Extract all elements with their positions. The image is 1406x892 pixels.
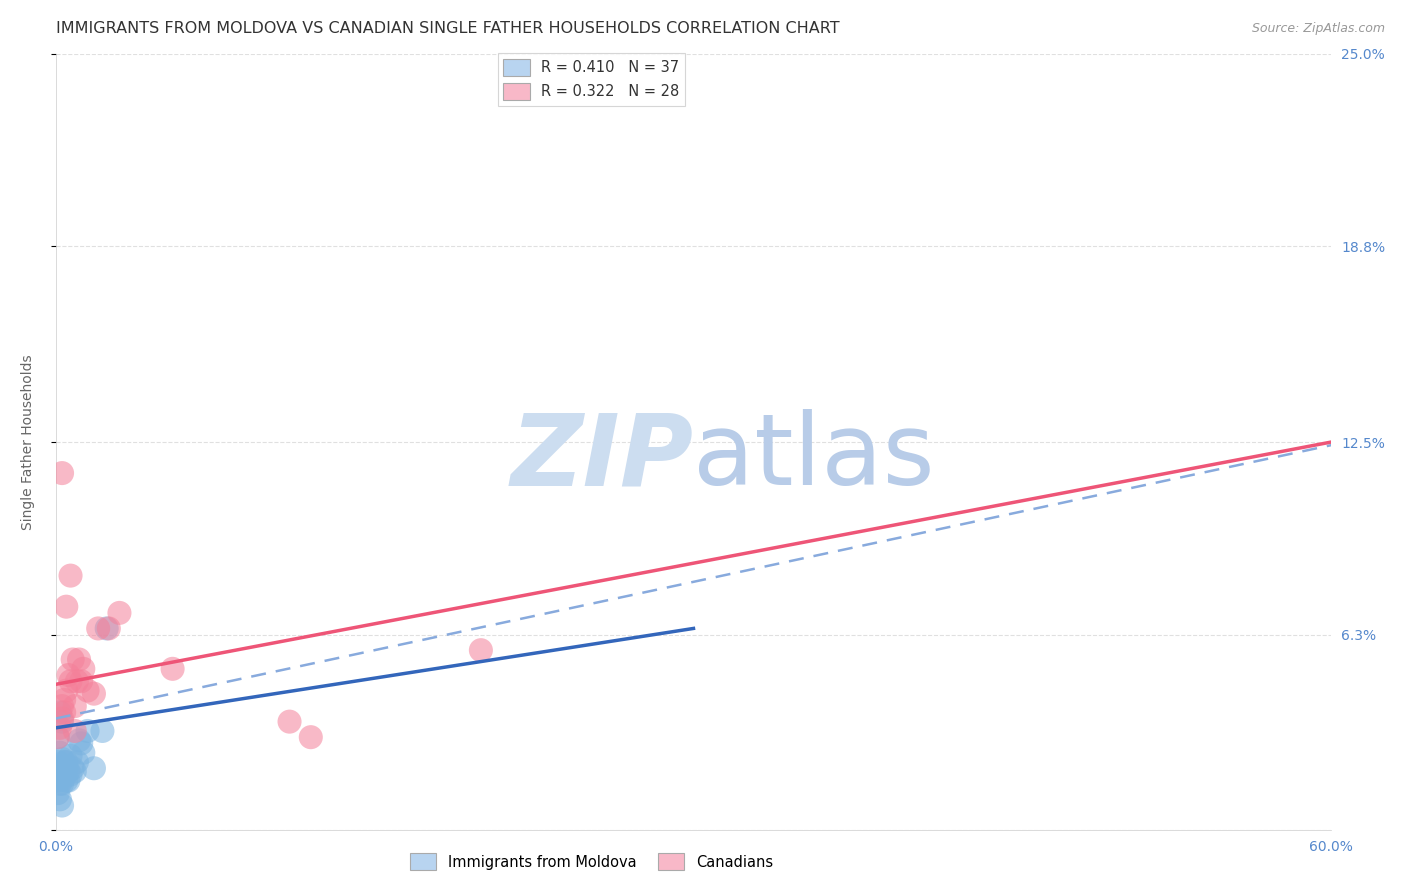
Point [58,773,80,788]
Point [51,752,73,766]
Text: IMMIGRANTS FROM MOLDOVA VS CANADIAN SINGLE FATHER HOUSEHOLDS CORRELATION CHART: IMMIGRANTS FROM MOLDOVA VS CANADIAN SING… [56,21,839,36]
Point [51,699,73,714]
Point [63,723,86,738]
Point [51,767,73,781]
Point [67,652,90,666]
Point [83,761,105,775]
Point [91,723,114,738]
Point [299,730,322,744]
Text: atlas: atlas [693,409,935,506]
Point [51,714,73,729]
Point [66,755,89,769]
Point [470,643,492,657]
Point [87,622,110,636]
Point [53,706,76,720]
Point [49,764,72,779]
Point [49,792,72,806]
Point [49,777,72,791]
Legend: Immigrants from Moldova, Canadians: Immigrants from Moldova, Canadians [402,846,780,878]
Point [49,721,72,735]
Point [67,733,90,747]
Point [58,668,80,682]
Point [55,761,77,775]
Point [58,764,80,779]
Point [53,693,76,707]
Point [53,771,76,785]
Point [70,736,93,750]
Point [96,622,118,636]
Point [51,466,73,480]
Text: Source: ZipAtlas.com: Source: ZipAtlas.com [1251,22,1385,36]
Point [278,714,301,729]
Point [51,777,73,791]
Text: ZIP: ZIP [510,409,693,506]
Point [46,786,69,800]
Point [49,761,72,775]
Point [49,746,72,760]
Point [108,606,131,620]
Point [97,622,120,636]
Point [62,761,84,775]
Point [83,687,105,701]
Point [49,706,72,720]
Point [76,723,98,738]
Point [72,746,94,760]
Point [63,764,86,779]
Point [59,674,82,689]
Point [55,755,77,769]
Y-axis label: Single Father Households: Single Father Households [21,354,35,530]
Point [55,683,77,698]
Point [63,699,86,714]
Point [59,568,82,582]
Point [55,599,77,614]
Point [59,767,82,781]
Point [62,652,84,666]
Point [51,712,73,726]
Point [51,761,73,775]
Point [51,798,73,813]
Point [46,755,69,769]
Point [46,730,69,744]
Point [46,767,69,781]
Point [72,662,94,676]
Point [162,662,184,676]
Point [53,755,76,769]
Point [53,764,76,779]
Point [46,730,69,744]
Point [46,773,69,788]
Point [70,674,93,689]
Point [76,683,98,698]
Point [66,674,89,689]
Point [55,773,77,788]
Point [59,748,82,763]
